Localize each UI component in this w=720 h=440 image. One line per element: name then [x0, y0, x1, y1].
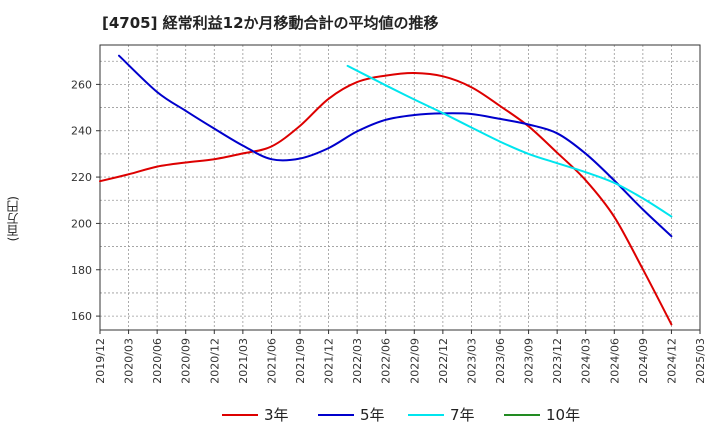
series-line-3 [346, 64, 673, 218]
x-tick-label: 2024/03 [580, 338, 593, 384]
x-tick-label: 2020/09 [180, 338, 193, 384]
x-tick-label: 2024/12 [665, 338, 678, 384]
x-tick-label: 2023/12 [551, 338, 564, 384]
x-tick-label: 2024/06 [608, 338, 621, 384]
legend-swatch [504, 414, 540, 416]
x-tick-label: 2021/09 [294, 338, 307, 384]
line-chart: 160 180 200 220 240 260 2019/12 2020/03 2020/06 2… [71, 44, 707, 384]
y-tick-label: 260 [71, 78, 92, 91]
y-tick-label: 200 [71, 217, 92, 230]
y-tick-label: 160 [71, 310, 92, 323]
x-tick-label: 2022/03 [351, 338, 364, 384]
x-tick-label: 2025/03 [694, 338, 707, 384]
horizontal-grid [100, 60, 700, 317]
x-tick-label: 2022/06 [380, 338, 393, 384]
plot-frame [99, 44, 701, 331]
x-tick-label: 2023/06 [494, 338, 507, 384]
x-tick-label: 2020/03 [123, 338, 136, 384]
plot-area [100, 45, 700, 330]
x-tick-label: 2020/06 [151, 338, 164, 384]
series-line-1 [99, 71, 673, 326]
y-tick-label: 180 [71, 264, 92, 277]
legend-swatch [408, 414, 444, 416]
x-tick-label: 2021/06 [265, 338, 278, 384]
x-tick-label: 2023/03 [465, 338, 478, 384]
chart-title: [4705] 経常利益12か月移動合計の平均値の推移 [102, 14, 439, 32]
legend-label: 7年 [450, 406, 475, 424]
legend-swatch [222, 414, 258, 416]
legend-label: 5年 [360, 406, 385, 424]
x-tick-label: 2019/12 [94, 338, 107, 384]
legend-label: 10年 [546, 406, 581, 424]
x-tick-label: 2023/09 [523, 338, 536, 384]
x-tick-label: 2021/12 [323, 338, 336, 384]
y-tick-label: 220 [71, 171, 92, 184]
legend-label: 3年 [264, 406, 289, 424]
x-tick-label: 2022/09 [408, 338, 421, 384]
x-tick-label: 2021/03 [237, 338, 250, 384]
x-tick-label: 2020/12 [208, 338, 221, 384]
y-tick-label: 240 [71, 125, 92, 138]
vertical-grid [128, 45, 672, 330]
series-line-2 [118, 54, 673, 238]
legend-swatch [318, 414, 354, 416]
legend: 3年 5年 7年 10年 [0, 400, 720, 430]
x-tick-label: 2024/09 [637, 338, 650, 384]
x-tick-label: 2022/12 [437, 338, 450, 384]
